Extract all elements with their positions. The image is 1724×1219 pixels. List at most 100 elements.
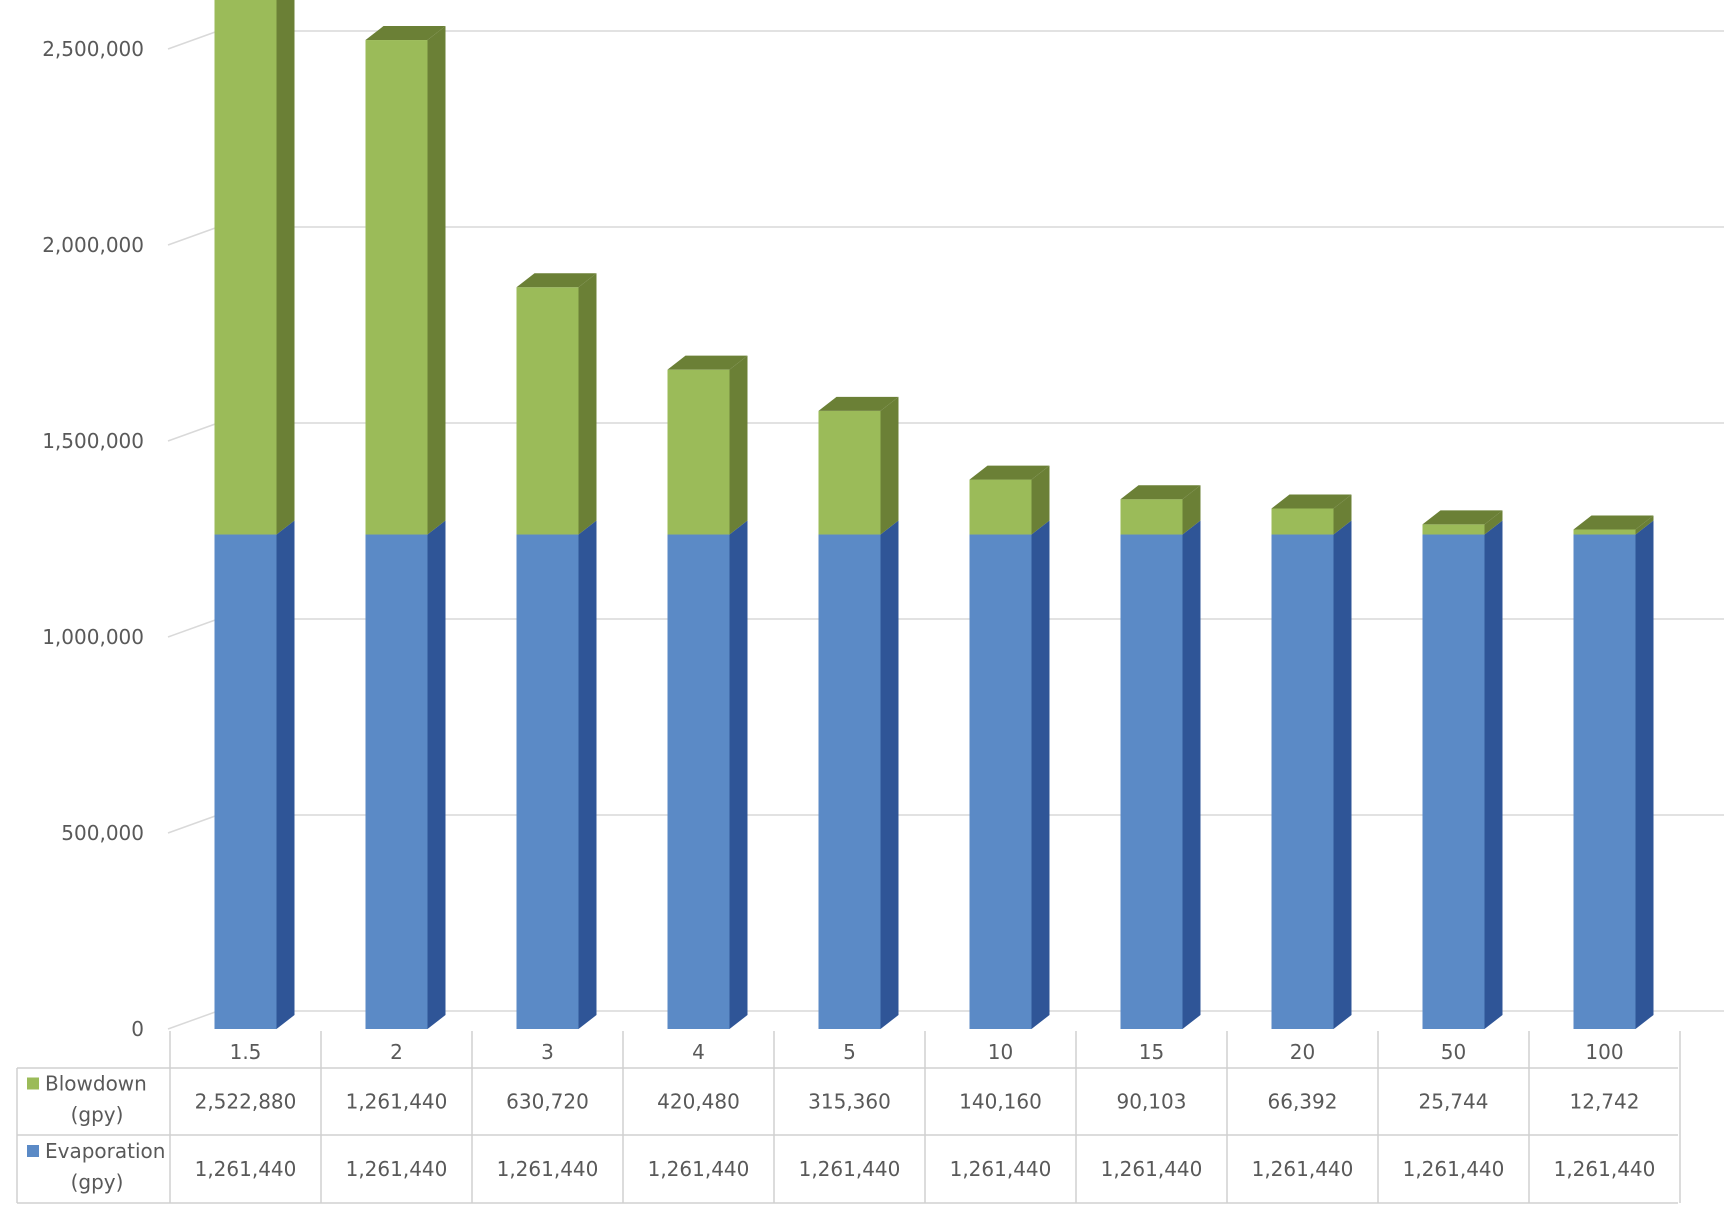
bar-top [516,273,597,288]
bar-top [1573,515,1654,530]
bar-segment [818,520,899,1029]
bar-top [818,396,899,411]
bar-top [1120,485,1201,500]
bar-top [1422,510,1503,525]
bar-segment [1422,520,1503,1029]
bar-side [578,273,597,535]
bar-segment [969,465,1050,535]
data-label: 2,522,880 [195,1090,297,1114]
bar [516,534,579,1029]
data-label: 66,392 [1268,1090,1338,1114]
bar [667,369,730,535]
data-label: 1,261,440 [1252,1157,1354,1181]
bar-side [427,26,446,535]
bar-side [427,520,446,1029]
gridline-floor [167,422,219,442]
bar-side [1635,515,1654,535]
x-tick-label: 50 [1441,1040,1466,1064]
x-tick-label: 2 [390,1040,403,1064]
x-tick-label: 4 [692,1040,705,1064]
bar-side [1484,520,1503,1029]
y-tick-label: 0 [131,1017,144,1041]
data-label: 1,261,440 [1403,1157,1505,1181]
bar-top [667,355,748,370]
bar [1422,534,1485,1029]
bar-side [1182,485,1201,535]
bar-side [1031,465,1050,535]
bar-segment [214,520,295,1029]
bar [1573,534,1636,1029]
bar-segment [1271,494,1352,535]
bar [667,534,730,1029]
bar [1422,524,1485,535]
bar [214,534,277,1029]
bar-top [365,26,446,41]
x-tick-label: 10 [988,1040,1013,1064]
bar [214,0,277,535]
data-label: 12,742 [1570,1090,1640,1114]
bar-segment [818,396,899,535]
bar-segment [214,0,295,535]
bar-segment [1120,485,1201,535]
bar [1573,529,1636,535]
data-label: 1,261,440 [799,1157,901,1181]
legend-label: (gpy) [71,1170,124,1194]
bar [969,534,1032,1029]
bar-side [1182,520,1201,1029]
bar [969,479,1032,535]
bar-top [969,465,1050,480]
bar-segment [969,520,1050,1029]
data-label: 630,720 [506,1090,589,1114]
bar-side [729,520,748,1029]
bar-side [1484,510,1503,535]
x-tick-label: 1.5 [230,1040,262,1064]
bar-side [1333,494,1352,535]
bar-segment [516,273,597,535]
bar [365,534,428,1029]
data-label: 1,261,440 [1101,1157,1203,1181]
bar-segment [1573,515,1654,535]
y-tick-label: 500,000 [61,821,144,845]
data-label: 1,261,440 [648,1157,750,1181]
bar-side [276,520,295,1029]
data-label: 420,480 [657,1090,740,1114]
x-tick-label: 3 [541,1040,554,1064]
data-label: 1,261,440 [1554,1157,1656,1181]
y-tick-label: 2,000,000 [42,233,144,257]
bar-side [276,0,295,535]
y-tick-label: 1,000,000 [42,625,144,649]
bar [818,534,881,1029]
data-label: 25,744 [1419,1090,1489,1114]
bar-side [1635,520,1654,1029]
bar-segment [667,520,748,1029]
bar-segment [1422,510,1503,535]
bar-segment [365,26,446,535]
bar [1271,508,1334,535]
data-label: 1,261,440 [346,1090,448,1114]
x-tick-label: 5 [843,1040,856,1064]
y-axis: 0 500,000 1,000,000 1,500,000 2,000,000 2,500… [42,37,144,1041]
data-table: 1.5 2 3 4 5 10 15 20 50 100 Blowdown (gpy) 2,522,880… [16,1031,1681,1204]
bar [1120,534,1183,1029]
bar-side [1031,520,1050,1029]
bar-top [1271,494,1352,509]
gridline-floor [167,618,219,638]
y-tick-label: 1,500,000 [42,429,144,453]
bar-segment [516,520,597,1029]
bar-series [214,0,1654,1029]
data-label: 1,261,440 [195,1157,297,1181]
bar-side [880,520,899,1029]
gridline-floor [167,1010,219,1030]
bar-segment [1120,520,1201,1029]
bar-segment [365,520,446,1029]
bar-side [1333,520,1352,1029]
bar-segment [1573,520,1654,1029]
data-label: 90,103 [1117,1090,1187,1114]
bar-segment [1271,520,1352,1029]
data-label: 140,160 [959,1090,1042,1114]
bar-segment [667,355,748,535]
legend-label: Blowdown [45,1072,147,1096]
bar [365,40,428,535]
bar [1271,534,1334,1029]
gridline-floor [167,30,219,50]
